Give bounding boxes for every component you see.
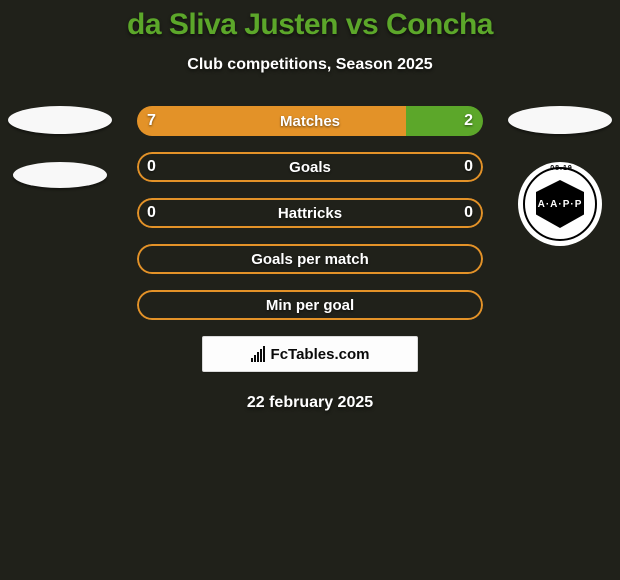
comparison-infographic: da Sliva Justen vs Concha Club competiti… bbox=[0, 0, 620, 580]
stat-rows: 7Matches20Goals00Hattricks0Goals per mat… bbox=[137, 106, 483, 320]
subtitle: Club competitions, Season 2025 bbox=[0, 56, 620, 74]
date-line: 22 february 2025 bbox=[0, 394, 620, 412]
team-right-shield: .08.19 A·A·P·P bbox=[518, 162, 602, 246]
stat-value-right: 0 bbox=[433, 152, 473, 182]
team-right-logos: .08.19 A·A·P·P bbox=[504, 106, 616, 246]
stat-row-goals: 0Goals0 bbox=[137, 152, 483, 182]
team-left-logo-2 bbox=[13, 162, 107, 188]
stat-label: Hattricks bbox=[137, 198, 483, 228]
stat-row-matches: 7Matches2 bbox=[137, 106, 483, 136]
stat-label: Goals bbox=[137, 152, 483, 182]
stat-label: Goals per match bbox=[137, 244, 483, 274]
team-left-logos bbox=[4, 106, 116, 188]
team-left-logo-1 bbox=[8, 106, 112, 134]
shield-letters: A·A·P·P bbox=[538, 199, 583, 210]
stat-row-hattricks: 0Hattricks0 bbox=[137, 198, 483, 228]
fctables-badge: FcTables.com bbox=[202, 336, 418, 372]
stat-value-right: 0 bbox=[433, 198, 473, 228]
stat-label: Min per goal bbox=[137, 290, 483, 320]
team-right-logo-1 bbox=[508, 106, 612, 134]
stat-row-min-per-goal: Min per goal bbox=[137, 290, 483, 320]
stat-label: Matches bbox=[137, 106, 483, 136]
bars-icon bbox=[251, 346, 265, 362]
stat-row-goals-per-match: Goals per match bbox=[137, 244, 483, 274]
compare-area: .08.19 A·A·P·P 7Matches20Goals00Hattrick… bbox=[0, 106, 620, 412]
badge-text: FcTables.com bbox=[271, 346, 370, 363]
stat-value-right: 2 bbox=[433, 106, 473, 136]
page-title: da Sliva Justen vs Concha bbox=[0, 0, 620, 42]
